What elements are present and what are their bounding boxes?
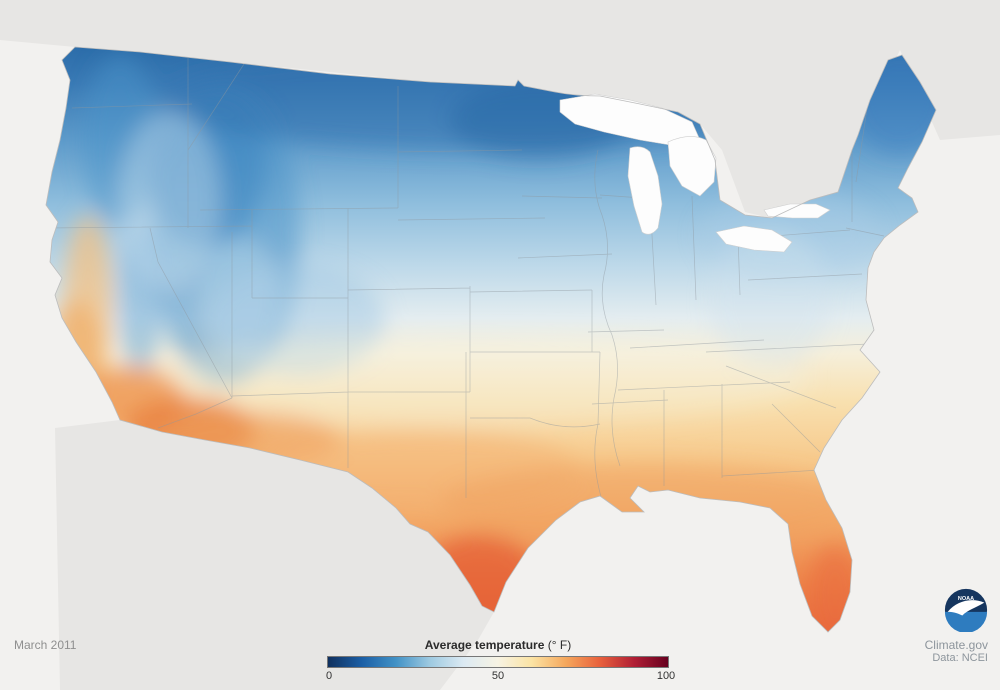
temperature-legend: Average temperature (° F) 0 50 100: [325, 638, 675, 684]
legend-title: Average temperature (° F): [327, 638, 669, 652]
canada-landmass: [0, 0, 1000, 218]
great-lakes: [559, 93, 831, 253]
credits: NOAA Climate.gov Data: NCEI: [868, 588, 988, 665]
lake-huron: [667, 136, 717, 197]
lake-michigan: [627, 146, 663, 235]
state-borders: [46, 58, 885, 501]
map-date-label: March 2011: [14, 638, 77, 652]
legend-tick-mid: 50: [491, 670, 505, 682]
mexico-landmass: [55, 420, 494, 690]
lake-ontario: [763, 203, 831, 219]
legend-unit: (° F): [547, 638, 572, 652]
legend-tick-min: 0: [325, 670, 333, 682]
legend-ticks: 0 50 100: [325, 670, 675, 684]
lake-erie: [715, 225, 793, 253]
credit-source: Climate.gov: [924, 638, 988, 652]
noaa-logo-text: NOAA: [958, 596, 974, 602]
noaa-logo: NOAA: [944, 588, 988, 632]
credit-data: Data: NCEI: [932, 652, 988, 664]
legend-color-bar: [327, 656, 669, 668]
legend-title-text: Average temperature: [424, 638, 545, 652]
legend-tick-max: 100: [656, 670, 676, 682]
